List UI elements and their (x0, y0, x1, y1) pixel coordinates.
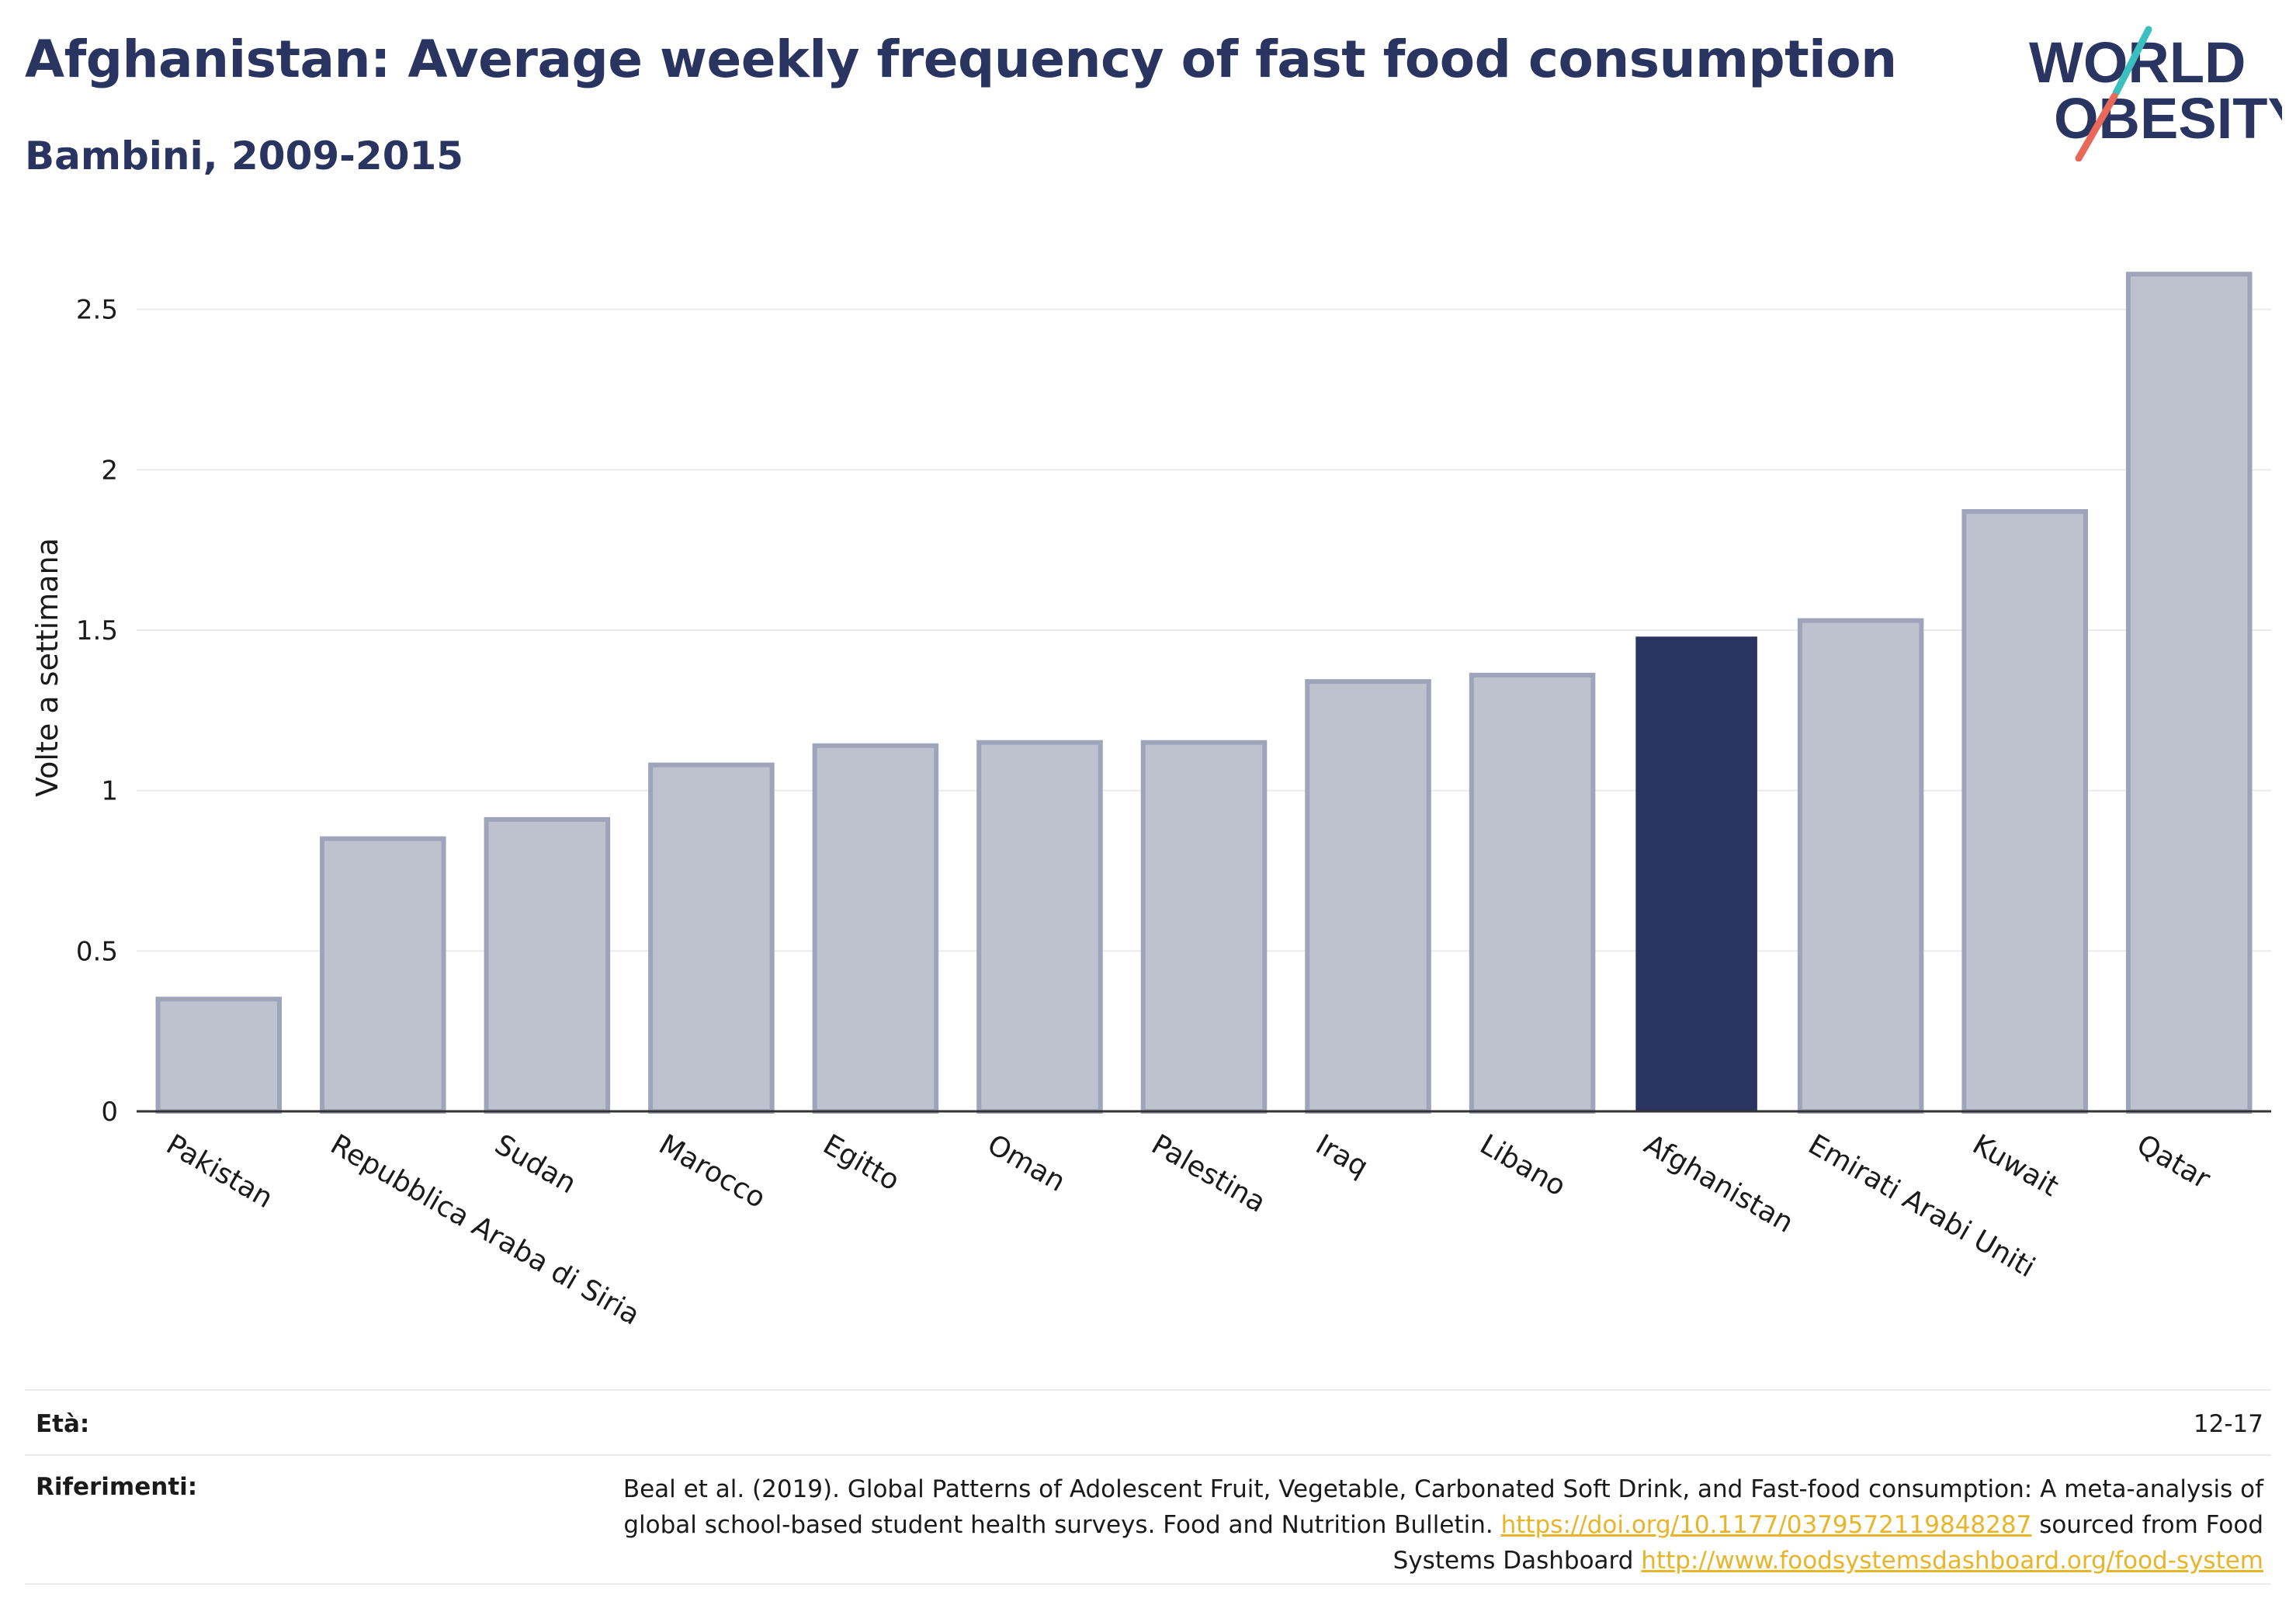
bar-egitto[interactable] (812, 743, 939, 1114)
bar-repubblica-araba-di-siria[interactable] (320, 836, 446, 1114)
footer-divider (25, 1583, 2271, 1585)
bar-libano[interactable] (1469, 672, 1596, 1114)
bar-oman[interactable] (976, 740, 1103, 1114)
x-tick-label: Qatar (2131, 1128, 2215, 1195)
bar-pakistan[interactable] (155, 996, 283, 1114)
x-tick-label: Libano (1475, 1128, 1571, 1202)
x-tick-label: Palestina (1146, 1128, 1271, 1219)
x-tick-label: Egitto (817, 1128, 904, 1197)
x-tick-label: Kuwait (1967, 1128, 2064, 1203)
references-label: Riferimenti: (36, 1473, 198, 1501)
bar-afghanistan[interactable] (1635, 636, 1757, 1111)
world-obesity-logo: WORLD OBESITY (2029, 26, 2282, 161)
bar-iraq[interactable] (1305, 679, 1431, 1114)
bar-marocco[interactable] (648, 762, 775, 1114)
bars (155, 272, 2253, 1114)
bar-palestina[interactable] (1140, 740, 1268, 1114)
x-tick-label: Sudan (489, 1128, 581, 1200)
y-tick-label: 2 (101, 455, 118, 486)
references-text: Beal et al. (2019). Global Patterns of A… (556, 1471, 2263, 1579)
x-tick-label: Marocco (654, 1128, 771, 1215)
x-tick-label: Repubblica Araba di Siria (325, 1128, 645, 1332)
y-axis-label: Volte a settimana (30, 538, 64, 797)
age-value: 12-17 (2193, 1410, 2263, 1438)
food-systems-dashboard-link[interactable]: http://www.foodsystemsdashboard.org/food… (1641, 1547, 2263, 1575)
bar-sudan[interactable] (484, 816, 611, 1114)
bar-kuwait[interactable] (1961, 509, 2088, 1114)
y-tick-label: 1.5 (76, 615, 118, 646)
bar-chart: 0 0.5 1 1.5 2 2.5 Pakistan Repubblica Araba di … (30, 272, 2271, 1332)
bar-emirati-arabi-uniti[interactable] (1797, 618, 1924, 1114)
chart-title: Afghanistan: Average weekly frequency of… (25, 29, 1897, 89)
y-tick-label: 0.5 (76, 936, 118, 967)
age-label: Età: (36, 1410, 90, 1438)
references-source: sourced from Food Systems Dashboard (1393, 1511, 2263, 1575)
doi-link[interactable]: https://doi.org/10.1177/0379572119848287 (1500, 1511, 2032, 1539)
x-tick-label: Afghanistan (1639, 1128, 1798, 1239)
bar-qatar[interactable] (2125, 272, 2253, 1114)
footer-divider (25, 1389, 2271, 1391)
x-tick-label: Oman (982, 1128, 1070, 1198)
logo-slash-teal (2112, 26, 2152, 97)
x-tick-label: Pakistan (161, 1128, 278, 1215)
references-citation: Beal et al. (2019). Global Patterns of A… (623, 1475, 2263, 1539)
y-tick-label: 0 (101, 1097, 118, 1128)
logo-word-world: WORLD (2029, 30, 2246, 95)
y-tick-label: 1 (101, 776, 118, 807)
chart-subtitle: Bambini, 2009-2015 (25, 133, 464, 178)
footer-divider (25, 1454, 2271, 1456)
y-tick-label: 2.5 (76, 295, 118, 326)
x-tick-label: Iraq (1310, 1128, 1373, 1184)
logo-slash-red (2075, 92, 2118, 161)
